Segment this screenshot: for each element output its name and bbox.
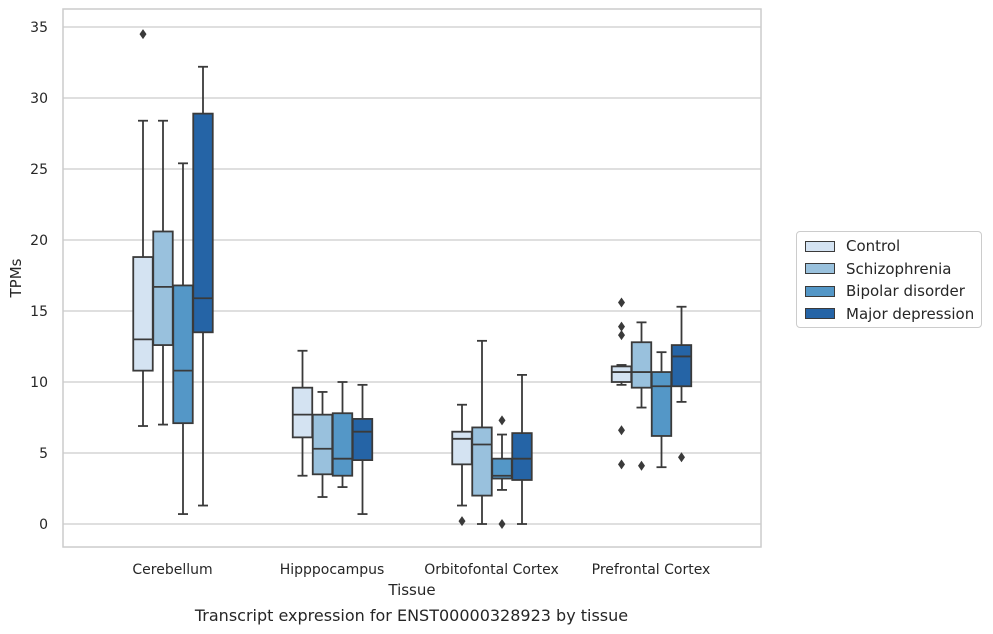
y-tick-label: 30 (30, 91, 48, 107)
x-axis-label: Tissue (387, 581, 435, 599)
box-iqr (511, 432, 533, 481)
outlier-point (618, 425, 625, 436)
outlier-point (618, 330, 625, 341)
outlier-point (139, 29, 147, 40)
box-iqr (650, 371, 673, 437)
outlier-point (498, 415, 506, 426)
box-major-depression (670, 305, 693, 463)
outlier-point (618, 321, 625, 332)
legend-swatch (805, 285, 835, 297)
y-tick-label: 0 (39, 517, 48, 533)
box-iqr (451, 430, 473, 466)
outlier-point (618, 297, 625, 308)
box-iqr (192, 112, 214, 334)
box-iqr (291, 386, 314, 439)
legend-label: Schizophrenia (846, 259, 952, 278)
box-bipolar-disorder (650, 351, 673, 469)
y-axis-label: TPMs (7, 258, 25, 298)
figure-caption: Transcript expression for ENST0000032892… (194, 606, 629, 625)
x-tick-label: Hipppocampus (280, 562, 385, 578)
box-major-depression (511, 373, 533, 525)
box-bipolar-disorder (172, 162, 194, 515)
box-iqr (670, 344, 693, 388)
legend-item: Major depression (797, 303, 981, 326)
y-tick-label: 25 (30, 162, 48, 178)
y-tick-label: 15 (30, 304, 48, 320)
outlier-point (498, 519, 506, 529)
box-iqr (351, 418, 374, 462)
legend-swatch (805, 263, 835, 275)
box-iqr (172, 284, 194, 425)
plot-frame (62, 8, 762, 548)
legend-label: Bipolar disorder (846, 282, 965, 301)
outlier-point (638, 460, 645, 471)
outlier-point (458, 516, 466, 527)
box-schizophrenia (630, 321, 653, 471)
box-control (291, 349, 314, 477)
y-tick-label: 10 (30, 375, 48, 391)
y-tick-label: 5 (39, 446, 48, 462)
box-iqr (331, 412, 354, 477)
box-series (132, 29, 693, 529)
box-iqr (471, 426, 493, 497)
box-major-depression (351, 383, 374, 515)
legend-label: Major depression (846, 304, 975, 323)
y-tick-label: 35 (30, 20, 48, 36)
y-tick-labels: 0 5 10 15 20 25 30 35 (30, 20, 48, 533)
legend-swatch (805, 308, 835, 320)
box-control (132, 29, 154, 427)
box-iqr (630, 341, 653, 389)
x-tick-label: Orbitofontal Cortex (424, 562, 559, 578)
legend-label: Control (846, 237, 901, 256)
legend-item: Schizophrenia (797, 258, 981, 281)
legend-item: Control (797, 235, 981, 258)
x-tick-label: Cerebellum (132, 562, 212, 578)
x-tick-label: Prefrontal Cortex (592, 562, 711, 578)
legend-swatch (805, 240, 835, 252)
box-schizophrenia (152, 119, 174, 426)
legend: Control Schizophrenia Bipolar disorder Majo… (796, 231, 982, 328)
y-gridlines (63, 26, 761, 525)
outlier-point (678, 452, 685, 463)
x-tick-labels: Cerebellum Hipppocampus Orbitofontal Corte… (132, 562, 710, 578)
box-major-depression (192, 65, 214, 507)
box-iqr (152, 230, 174, 346)
y-tick-label: 20 (30, 233, 48, 249)
box-iqr (132, 256, 154, 372)
outlier-point (618, 459, 625, 470)
legend-item: Bipolar disorder (797, 280, 981, 303)
box-iqr (311, 413, 334, 476)
box-iqr (610, 365, 633, 383)
